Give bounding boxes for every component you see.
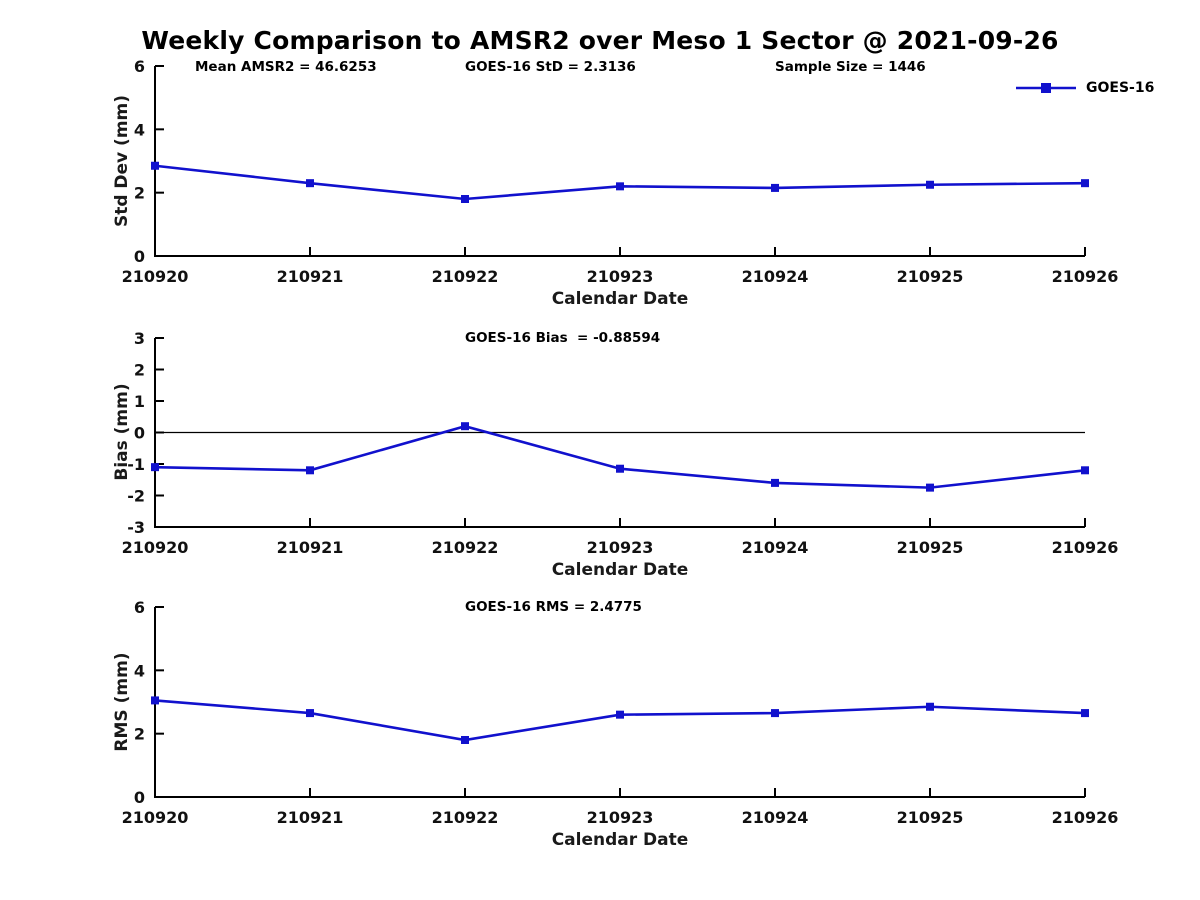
x-tick-label: 210924 [742, 538, 809, 557]
y-tick-label: 6 [134, 57, 145, 76]
y-tick-label: 3 [134, 329, 145, 348]
y-tick-label: -2 [127, 487, 145, 506]
annotation-mean-amsr2: Mean AMSR2 = 46.6253 [195, 59, 377, 75]
data-marker-rms-210926 [1081, 709, 1089, 718]
legend-line-icon [1016, 83, 1076, 93]
x-tick-label: 210921 [277, 808, 344, 827]
data-marker-std-dev-210925 [926, 180, 934, 189]
data-marker-bias-210925 [926, 483, 934, 492]
annotation-goes16-rms: GOES-16 RMS = 2.4775 [465, 599, 642, 615]
axis-spines [154, 607, 1085, 798]
x-tick-label: 210923 [587, 267, 654, 286]
x-axis-label-1: Calendar Date [551, 289, 689, 309]
legend-label: GOES-16 [1086, 80, 1155, 96]
data-marker-bias-210920 [151, 463, 159, 472]
y-tick-label: 6 [134, 598, 145, 617]
subplot-std-dev: 0 2 4 6 210920 210921 210922 210923 210924 210925… [122, 57, 1119, 286]
y-tick-label: 0 [134, 247, 145, 266]
data-marker-bias-210926 [1081, 466, 1089, 475]
x-tick-label: 210925 [897, 538, 964, 557]
data-marker-rms-210923 [616, 710, 624, 719]
axis-spines [154, 66, 1085, 257]
y-tick-label: 0 [134, 788, 145, 807]
y-tick-label: -3 [127, 518, 145, 537]
x-tick-label: 210926 [1052, 808, 1119, 827]
data-marker-bias-210922 [461, 422, 469, 431]
data-line-bias [154, 424, 1086, 489]
subplot-rms: 0 2 4 6 210920 210921 210922 210923 210924 210925… [122, 598, 1119, 827]
y-tick-label: 1 [134, 392, 145, 411]
x-tick-label: 210923 [587, 538, 654, 557]
data-marker-rms-210921 [306, 709, 314, 718]
data-marker-std-dev-210922 [461, 195, 469, 203]
data-marker-bias-210921 [306, 466, 314, 475]
x-tick-label: 210922 [432, 808, 499, 827]
y-tick-label: -1 [127, 455, 145, 474]
x-tick-label: 210923 [587, 808, 654, 827]
x-tick-label: 210920 [122, 538, 189, 557]
x-tick-label: 210924 [742, 808, 809, 827]
y-axis-label-bias: Bias (mm) [112, 383, 132, 481]
annotation-goes16-std: GOES-16 StD = 2.3136 [465, 59, 636, 75]
data-marker-std-dev-210921 [306, 179, 314, 188]
x-tick-label: 210922 [432, 267, 499, 286]
x-axis-label-2: Calendar Date [551, 560, 689, 580]
x-tick-label: 210925 [897, 808, 964, 827]
data-marker-bias-210924 [771, 478, 779, 487]
y-tick-label: 2 [134, 184, 145, 203]
x-tick-label: 210920 [122, 267, 189, 286]
data-marker-bias-210923 [616, 464, 624, 473]
y-tick-label: 4 [134, 661, 145, 680]
x-tick-label: 210926 [1052, 267, 1119, 286]
data-marker-std-dev-210923 [616, 182, 624, 191]
subplot-bias: -3 -2 -1 0 1 2 3 210920 210921 210922 210923 210924… [122, 329, 1119, 557]
legend: GOES-16 [1014, 79, 1154, 97]
data-marker-rms-210922 [461, 736, 469, 744]
data-marker-std-dev-210926 [1081, 179, 1089, 188]
x-tick-label: 210924 [742, 267, 809, 286]
x-tick-label: 210920 [122, 808, 189, 827]
x-axis-label-3: Calendar Date [551, 830, 689, 850]
annotation-sample-size: Sample Size = 1446 [775, 59, 926, 75]
annotation-goes16-bias: GOES-16 Bias = -0.88594 [465, 330, 661, 346]
y-tick-label: 4 [134, 120, 145, 139]
data-marker-rms-210924 [771, 709, 779, 718]
x-tick-label: 210922 [432, 538, 499, 557]
y-tick-label: 0 [134, 424, 145, 443]
data-marker-rms-210925 [926, 702, 934, 711]
y-axis-label-rms: RMS (mm) [112, 652, 132, 752]
y-tick-label: 2 [134, 725, 145, 744]
data-line-rms [154, 699, 1086, 742]
data-marker-std-dev-210924 [771, 183, 779, 192]
x-tick-label: 210921 [277, 538, 344, 557]
y-tick-label: 2 [134, 361, 145, 380]
x-tick-label: 210926 [1052, 538, 1119, 557]
data-marker-std-dev-210920 [151, 161, 159, 170]
x-tick-label: 210925 [897, 267, 964, 286]
data-marker-rms-210920 [151, 696, 159, 705]
x-tick-label: 210921 [277, 267, 344, 286]
chart-title: Weekly Comparison to AMSR2 over Meso 1 S… [141, 26, 1059, 55]
y-axis-label-std-dev: Std Dev (mm) [112, 94, 132, 228]
